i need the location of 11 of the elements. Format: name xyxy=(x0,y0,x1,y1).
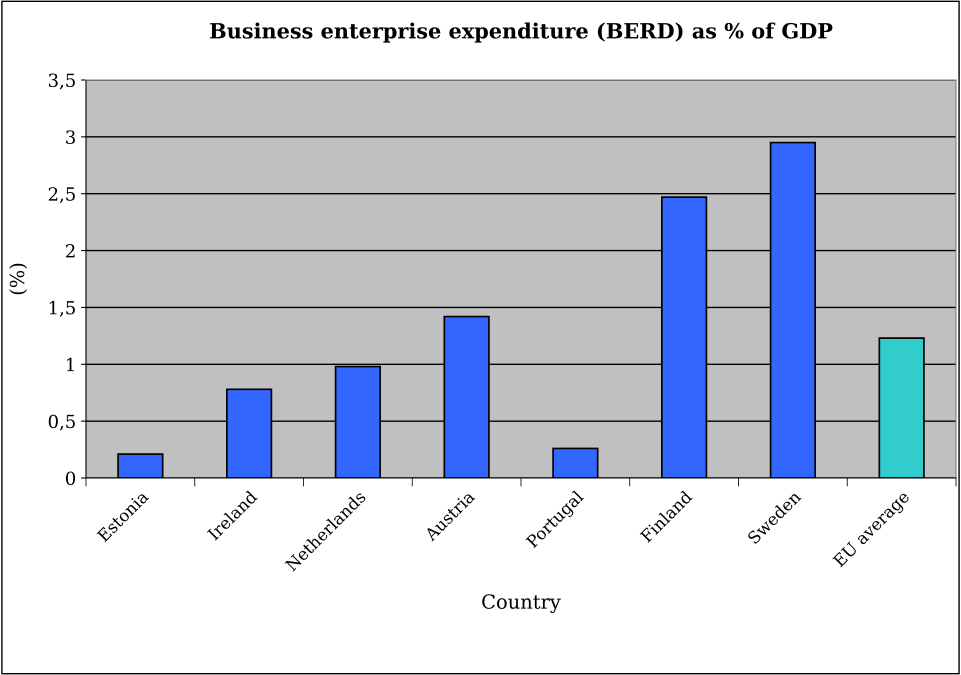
y-tick-label: 0,5 xyxy=(48,414,75,430)
y-tick-label: 1 xyxy=(66,358,74,372)
x-axis-title: Country xyxy=(482,594,561,613)
y-axis-title: (%) xyxy=(9,264,28,294)
y-tick-label: 3 xyxy=(66,130,75,144)
y-tick-label: 0 xyxy=(66,471,76,486)
y-tick-label: 2 xyxy=(66,244,75,258)
chart-title: Business enterprise expenditure (BERD) as % of GDP xyxy=(210,22,832,43)
y-tick-label: 3,5 xyxy=(48,73,75,90)
y-tick-label: 2,5 xyxy=(48,187,75,204)
y-tick-label: 1,5 xyxy=(50,300,75,317)
